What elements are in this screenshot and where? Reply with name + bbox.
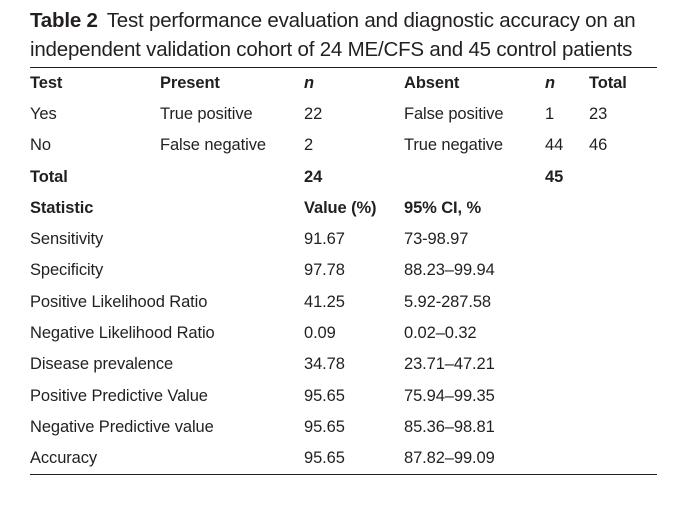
cell-statistic-ci: 23.71–47.21 (404, 355, 495, 374)
cell-present-outcome: True positive (160, 104, 253, 123)
statistic-row: Disease prevalence 34.78 23.71–47.21 (30, 349, 657, 380)
header-statistic: Statistic (30, 198, 94, 217)
cell-statistic-ci: 85.36–98.81 (404, 417, 495, 436)
cell-statistic-value: 41.25 (304, 292, 345, 311)
header-present: Present (160, 73, 220, 92)
header-absent: Absent (404, 73, 460, 92)
cell-statistic-value: 91.67 (304, 230, 345, 249)
statistic-row: Accuracy 95.65 87.82–99.09 (30, 443, 657, 474)
cell-total-label: Total (30, 167, 68, 186)
totals-and-stats-header: Total 24 45 Statistic Value (%) 95% CI, … (30, 161, 657, 224)
cell-absent-outcome: True negative (404, 136, 503, 155)
cell-empty (589, 161, 657, 192)
cell-statistic-value: 97.78 (304, 261, 345, 280)
header-n-absent: n (545, 73, 555, 92)
cell-statistic-name: Disease prevalence (30, 355, 174, 374)
cell-statistic-name: Negative Predictive value (30, 417, 214, 436)
cell-statistic-name: Positive Likelihood Ratio (30, 292, 208, 311)
cell-statistic-value: 34.78 (304, 355, 345, 374)
cell-statistic-name: Positive Predictive Value (30, 386, 208, 405)
header-95ci: 95% CI, % (404, 198, 482, 217)
cell-statistic-value: 95.65 (304, 386, 345, 405)
cell-statistic-ci: 87.82–99.09 (404, 448, 495, 467)
statistic-row: Negative Likelihood Ratio 0.09 0.02–0.32 (30, 318, 657, 349)
cell-empty (160, 161, 304, 192)
header-n-present: n (304, 73, 314, 92)
statistic-row: Sensitivity 91.67 73-98.97 (30, 224, 657, 255)
statistics-header-row: Statistic Value (%) 95% CI, % (30, 193, 657, 224)
paper-table-figure: Table 2 Test performance evaluation and d… (30, 7, 657, 475)
confusion-data-row: No False negative 2 True negative 44 46 (30, 130, 657, 161)
cell-test: No (30, 136, 51, 155)
cell-statistic-name: Negative Likelihood Ratio (30, 324, 215, 343)
cell-statistic-value: 0.09 (304, 324, 336, 343)
header-test: Test (30, 73, 63, 92)
statistic-row: Specificity 97.78 88.23–99.94 (30, 255, 657, 286)
cell-absent-n: 44 (545, 136, 564, 155)
cell-statistic-ci: 0.02–0.32 (404, 324, 477, 343)
header-value-pct: Value (%) (304, 198, 377, 217)
statistic-row: Positive Predictive Value 95.65 75.94–99.3… (30, 380, 657, 411)
statistics-body: Sensitivity 91.67 73-98.97 Specificity 97.78… (30, 224, 657, 474)
cell-statistic-ci: 75.94–99.35 (404, 386, 495, 405)
cell-statistic-value: 95.65 (304, 448, 345, 467)
cell-statistic-ci: 88.23–99.94 (404, 261, 495, 280)
statistic-row: Positive Likelihood Ratio 41.25 5.92-287.5… (30, 287, 657, 318)
cell-total-absent-n: 45 (545, 167, 564, 186)
table-label: Table 2 (30, 9, 98, 32)
cell-statistic-ci: 5.92-287.58 (404, 292, 491, 311)
cell-total-present-n: 24 (304, 167, 323, 186)
statistic-row: Negative Predictive value 95.65 85.36–98.8… (30, 412, 657, 443)
cell-statistic-name: Accuracy (30, 448, 98, 467)
cell-statistic-name: Specificity (30, 261, 104, 280)
confusion-header-row: Test Present n Absent n Total (30, 68, 657, 99)
results-table: Test Present n Absent n Total Yes True po… (30, 67, 657, 475)
table-caption-text: Test performance evaluation and diagnost… (30, 9, 636, 61)
cell-statistic-name: Sensitivity (30, 230, 104, 249)
cell-present-n: 22 (304, 104, 323, 123)
cell-total: 46 (589, 136, 608, 155)
cell-absent-outcome: False positive (404, 104, 504, 123)
cell-test: Yes (30, 104, 57, 123)
cell-empty (404, 161, 545, 192)
cell-present-outcome: False negative (160, 136, 266, 155)
cell-total: 23 (589, 104, 608, 123)
cell-absent-n: 1 (545, 104, 555, 123)
header-total: Total (589, 73, 627, 92)
table-caption: Table 2 Test performance evaluation and d… (30, 7, 657, 64)
cell-present-n: 2 (304, 136, 314, 155)
cell-statistic-value: 95.65 (304, 417, 345, 436)
confusion-body: Yes True positive 22 False positive 1 23 No Fal… (30, 99, 657, 162)
confusion-data-row: Yes True positive 22 False positive 1 23 (30, 99, 657, 130)
cell-statistic-ci: 73-98.97 (404, 230, 469, 249)
confusion-total-row: Total 24 45 (30, 161, 657, 192)
